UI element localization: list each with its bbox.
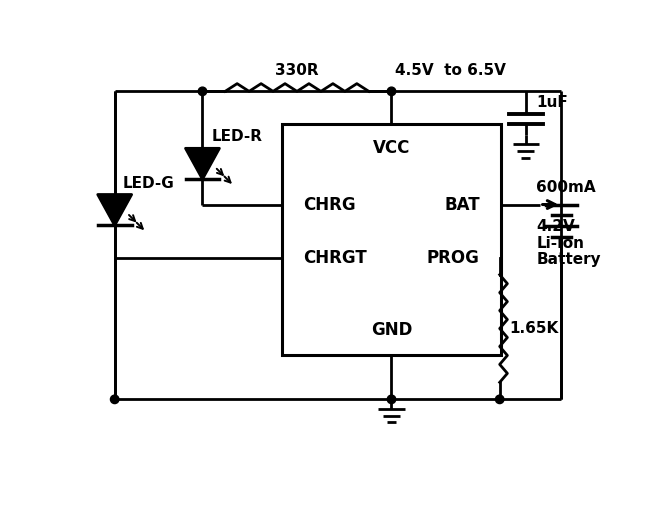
Circle shape — [387, 87, 396, 96]
Bar — [282, 124, 501, 355]
Text: 330R: 330R — [275, 63, 319, 78]
Text: 600mA: 600mA — [536, 180, 596, 195]
Text: BAT: BAT — [444, 196, 480, 214]
Text: CHRGT: CHRGT — [304, 249, 367, 267]
Polygon shape — [98, 195, 131, 225]
Text: 4.5V  to 6.5V: 4.5V to 6.5V — [395, 63, 507, 78]
Text: 1.65K: 1.65K — [509, 321, 558, 336]
Text: LED-R: LED-R — [212, 129, 263, 144]
Text: 1uF: 1uF — [537, 95, 568, 110]
Circle shape — [198, 87, 207, 96]
Circle shape — [111, 395, 119, 404]
Text: LED-G: LED-G — [123, 176, 174, 191]
Circle shape — [495, 395, 504, 404]
Text: Li-Ion: Li-Ion — [537, 236, 585, 250]
Polygon shape — [186, 148, 219, 179]
Text: Battery: Battery — [537, 252, 601, 267]
Text: 4.2V: 4.2V — [537, 219, 576, 234]
Text: VCC: VCC — [373, 140, 410, 157]
Text: CHRG: CHRG — [304, 196, 356, 214]
Text: PROG: PROG — [427, 249, 480, 267]
Text: GND: GND — [371, 321, 412, 339]
Circle shape — [387, 395, 396, 404]
